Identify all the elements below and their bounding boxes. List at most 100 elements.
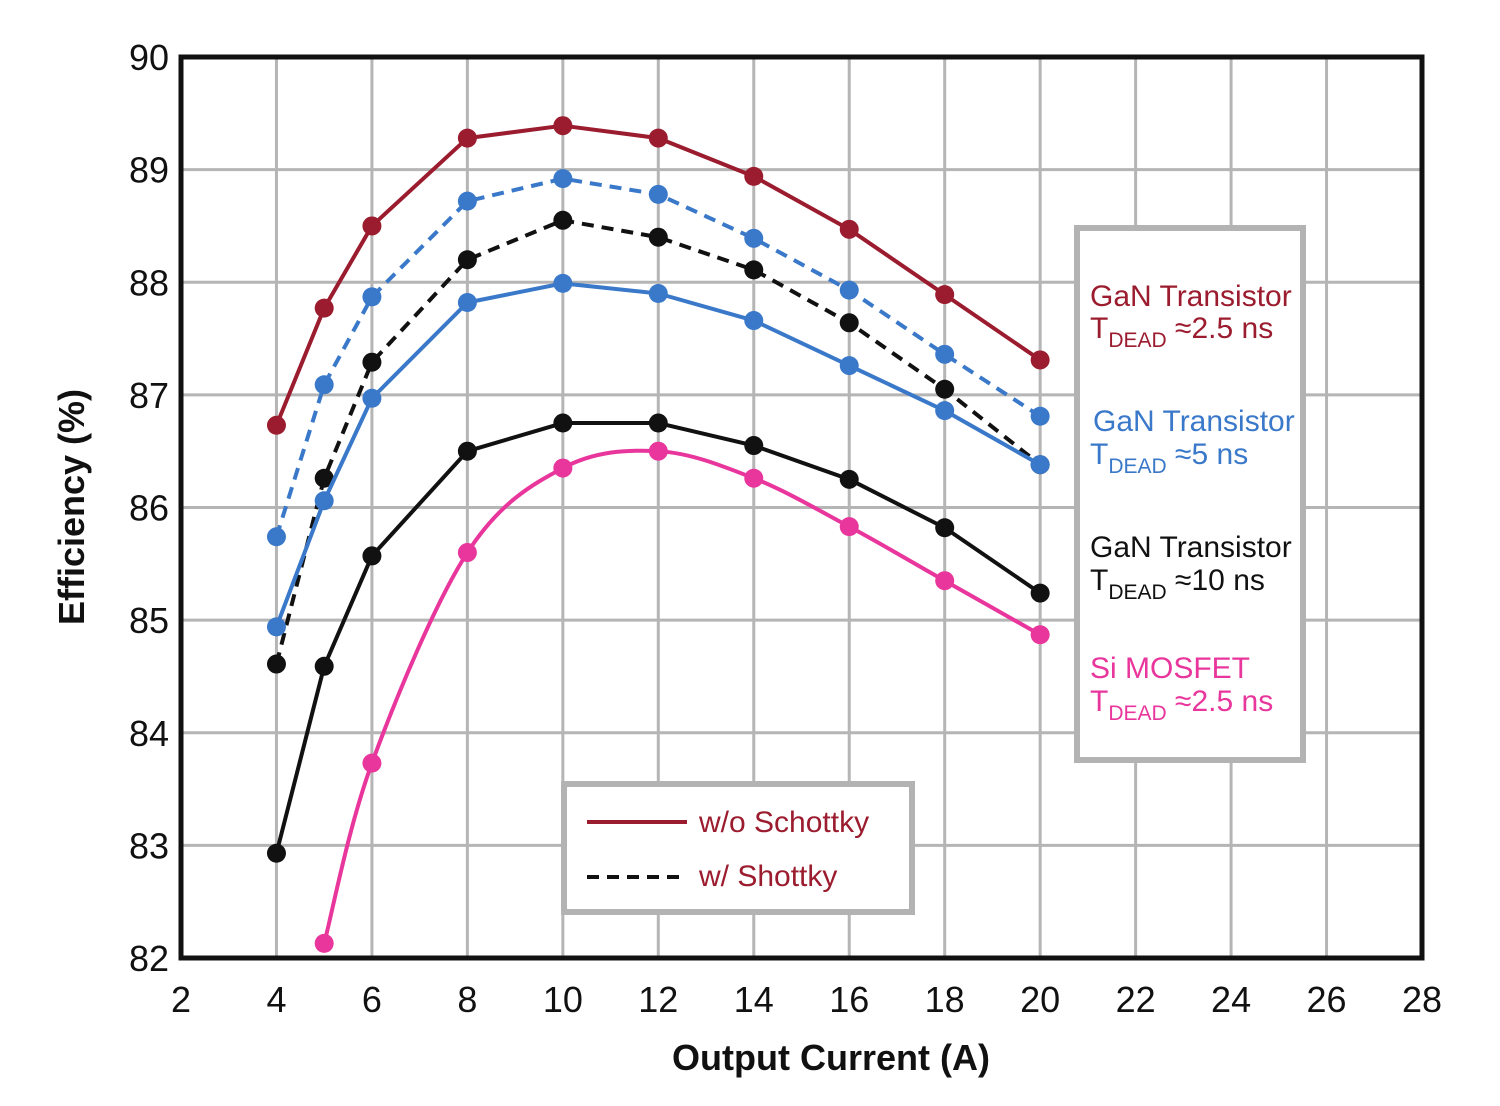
legend-deadtime: TDEAD ≈5 ns: [1090, 438, 1248, 478]
data-point: [457, 441, 477, 461]
y-tick-labels: 82 83 84 85 86 87 88 89 90: [129, 37, 169, 979]
x-tick-labels: 2 4 6 8 10 12 14 16 18 20 22 24 26 28: [171, 979, 1442, 1020]
legend-deadtime: TDEAD ≈2.5 ns: [1090, 685, 1273, 725]
data-point: [744, 311, 764, 331]
data-point: [362, 352, 382, 372]
data-point: [1030, 455, 1050, 475]
series-line: [274, 218, 1042, 665]
x-axis-title: Output Current (A): [672, 1037, 990, 1078]
series-line: [274, 421, 1042, 854]
x-tick-label: 10: [543, 979, 583, 1020]
data-point: [457, 293, 477, 313]
data-point: [266, 843, 286, 863]
legend-solid-label: w/o Schottky: [698, 806, 869, 839]
data-point: [839, 280, 859, 300]
y-tick-label: 85: [129, 600, 169, 641]
data-point: [314, 656, 334, 676]
legend-device-name: GaN Transistor: [1093, 405, 1295, 438]
y-tick-label: 88: [129, 262, 169, 303]
y-tick-label: 90: [129, 37, 169, 78]
data-point: [648, 227, 668, 247]
data-point: [744, 468, 764, 488]
data-point: [362, 546, 382, 566]
data-point: [553, 169, 573, 189]
data-point: [648, 441, 668, 461]
data-point: [314, 375, 334, 395]
data-point: [314, 933, 334, 953]
series-gan10_wo: [266, 413, 1050, 863]
x-tick-label: 12: [638, 979, 678, 1020]
data-point: [362, 287, 382, 307]
data-point: [457, 543, 477, 563]
data-point: [839, 356, 859, 376]
y-tick-label: 89: [129, 150, 169, 191]
data-point: [935, 571, 955, 591]
data-point: [314, 491, 334, 511]
data-point: [266, 527, 286, 547]
legend-device-name: Si MOSFET: [1090, 652, 1250, 685]
legend-device-name: GaN Transistor: [1090, 280, 1292, 313]
data-point: [553, 458, 573, 478]
x-tick-label: 28: [1402, 979, 1442, 1020]
data-point: [553, 116, 573, 136]
y-tick-label: 86: [129, 488, 169, 529]
y-tick-label: 83: [129, 825, 169, 866]
data-point: [744, 166, 764, 186]
data-point: [362, 216, 382, 236]
y-axis-title: Efficiency (%): [51, 389, 92, 625]
data-point: [1030, 350, 1050, 370]
legend-device-name: GaN Transistor: [1090, 531, 1292, 564]
data-point: [553, 210, 573, 230]
legend-gan-2p5ns: GaN Transistor TDEAD ≈2.5 ns: [1090, 280, 1292, 352]
x-tick-label: 24: [1211, 979, 1251, 1020]
data-point: [648, 128, 668, 148]
data-point: [266, 654, 286, 674]
data-point: [1030, 406, 1050, 426]
x-tick-label: 14: [734, 979, 774, 1020]
data-point: [314, 468, 334, 488]
legend-gan-10ns: GaN Transistor TDEAD ≈10 ns: [1090, 531, 1292, 604]
y-tick-label: 84: [129, 713, 169, 754]
series-simos_wo: [314, 441, 1050, 953]
legend-deadtime: TDEAD ≈10 ns: [1090, 564, 1265, 604]
data-point: [1030, 583, 1050, 603]
x-tick-label: 26: [1307, 979, 1347, 1020]
x-tick-label: 4: [266, 979, 286, 1020]
legend-deadtime: TDEAD ≈2.5 ns: [1090, 312, 1273, 352]
x-tick-label: 16: [829, 979, 869, 1020]
data-point: [362, 388, 382, 408]
legend-si-mosfet: Si MOSFET TDEAD ≈2.5 ns: [1090, 652, 1273, 725]
plot-frame: [178, 54, 1425, 961]
x-tick-label: 6: [362, 979, 382, 1020]
series-line: [322, 448, 1042, 944]
legend-gan-5ns: GaN Transistor TDEAD ≈5 ns: [1090, 405, 1295, 478]
data-point: [839, 219, 859, 239]
data-point: [744, 260, 764, 280]
data-point: [457, 250, 477, 270]
data-point: [839, 517, 859, 537]
series-line: [274, 281, 1042, 628]
x-tick-label: 20: [1020, 979, 1060, 1020]
data-point: [648, 413, 668, 433]
x-tick-label: 8: [457, 979, 477, 1020]
data-point: [839, 469, 859, 489]
data-point: [266, 415, 286, 435]
data-point: [553, 273, 573, 293]
y-tick-label: 87: [129, 375, 169, 416]
data-point: [266, 617, 286, 637]
data-point: [457, 191, 477, 211]
data-point: [935, 518, 955, 538]
data-point: [744, 228, 764, 248]
data-point: [648, 184, 668, 204]
device-legend: GaN Transistor TDEAD ≈2.5 ns GaN Transis…: [1074, 225, 1306, 763]
data-point: [744, 436, 764, 456]
line-style-legend: w/o Schottky w/ Shottky: [561, 781, 915, 915]
data-point: [457, 128, 477, 148]
data-point: [935, 379, 955, 399]
data-point: [935, 344, 955, 364]
data-point: [935, 401, 955, 421]
y-tick-label: 82: [129, 938, 169, 979]
data-point: [839, 313, 859, 333]
series-line: [274, 123, 1042, 427]
x-tick-label: 22: [1116, 979, 1156, 1020]
